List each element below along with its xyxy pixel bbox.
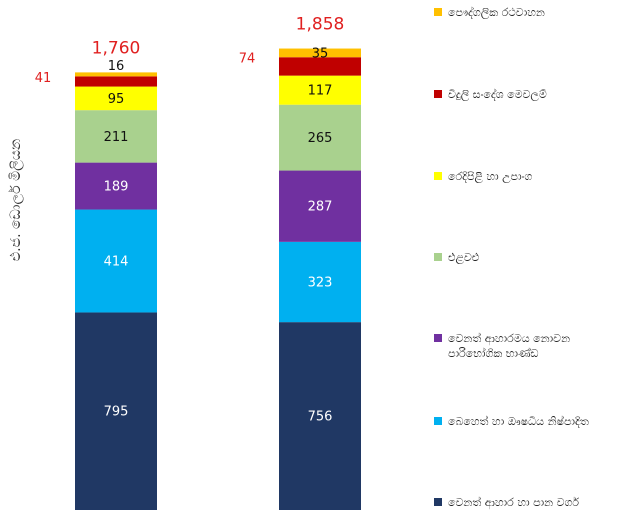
value-label: 211 <box>104 130 129 145</box>
bar-segment <box>75 86 157 111</box>
legend-label: එළවළු <box>448 251 480 264</box>
value-label: 265 <box>308 131 333 146</box>
legend-item: විදුලි සංදේශ මෙවලම් <box>434 87 624 102</box>
legend-swatch <box>434 498 442 506</box>
bar-segment <box>279 57 361 76</box>
legend-swatch <box>434 253 442 261</box>
legend-label: පෞද්ගලික රථවාහන <box>448 6 545 19</box>
legend: වෙනත් ආහාර හා පාන වර්ග බෙහෙත් හා ඖෂධීය නි… <box>434 0 624 515</box>
legend-swatch <box>434 90 442 98</box>
bar-segment <box>75 76 157 87</box>
value-label: 35 <box>312 46 329 61</box>
y-axis-label: එ.ජ. ඩොලර් මිලියන <box>8 139 24 262</box>
legend-item: පෞද්ගලික රථවාහන <box>434 5 624 20</box>
bar-segment <box>279 241 361 323</box>
bar-segment <box>75 312 157 510</box>
bar-segment <box>75 72 157 77</box>
bar-segment <box>75 162 157 210</box>
total-label: 1,858 <box>296 14 345 34</box>
legend-label: වෙනත් ආහාරමය නොවන පාරිභෝගික භාණ්ඩ <box>448 332 571 360</box>
bar-segment <box>279 48 361 58</box>
value-label: 323 <box>308 276 333 291</box>
legend-item: එළවළු <box>434 250 624 265</box>
value-label: 189 <box>104 180 129 195</box>
legend-swatch <box>434 417 442 425</box>
bar-segment <box>279 75 361 105</box>
value-label: 414 <box>104 255 129 270</box>
value-label: 287 <box>308 200 333 215</box>
value-label: 795 <box>104 405 129 420</box>
legend-item: වෙනත් ආහාර හා පාන වර්ග <box>434 495 624 510</box>
legend-item: බෙහෙත් හා ඖෂධීය නිෂ්පාදිත <box>434 414 624 429</box>
value-label: 95 <box>108 92 125 107</box>
bar-segment <box>279 104 361 171</box>
value-label: 74 <box>239 52 256 67</box>
bar-segment <box>279 170 361 242</box>
bar-segment <box>75 110 157 163</box>
legend-swatch <box>434 334 442 342</box>
value-label: 16 <box>108 59 125 74</box>
legend-label: රෙදිපිළි හා උපාංග <box>448 170 533 183</box>
value-label: 41 <box>35 71 52 86</box>
bar-segment <box>279 322 361 510</box>
legend-label: විදුලි සංදේශ මෙවලම් <box>448 88 547 101</box>
value-label: 117 <box>308 84 333 99</box>
total-label: 1,760 <box>92 39 141 59</box>
legend-swatch <box>434 172 442 180</box>
legend-label: වෙනත් ආහාර හා පාන වර්ග <box>448 496 580 509</box>
value-label: 756 <box>308 410 333 425</box>
legend-label: බෙහෙත් හා ඖෂධීය නිෂ්පාදිත <box>448 415 589 428</box>
legend-item: වෙනත් ආහාරමය නොවන පාරිභෝගික භාණ්ඩ <box>434 331 624 361</box>
legend-item: රෙදිපිළි හා උපාංග <box>434 169 624 184</box>
bar-segment <box>75 209 157 313</box>
legend-swatch <box>434 8 442 16</box>
